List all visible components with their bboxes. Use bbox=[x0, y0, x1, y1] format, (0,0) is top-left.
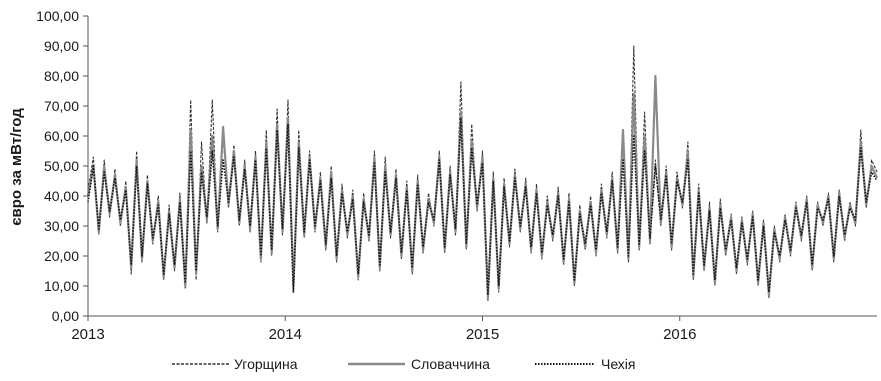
axes-layer bbox=[83, 15, 877, 321]
series-layer bbox=[86, 45, 879, 302]
y-tick-label: 40,00 bbox=[44, 188, 79, 204]
y-tick-label: 20,00 bbox=[44, 248, 79, 264]
y-tick-label: 100,00 bbox=[36, 8, 79, 24]
y-tick-label: 70,00 bbox=[44, 98, 79, 114]
x-tick-label: 2016 bbox=[663, 326, 696, 343]
y-tick-label: 60,00 bbox=[44, 128, 79, 144]
y-tick-label: 0,00 bbox=[52, 308, 79, 324]
x-tick-label: 2013 bbox=[71, 326, 104, 343]
series-line-2 bbox=[86, 74, 879, 300]
legend-label: Чехія bbox=[601, 356, 636, 372]
legend-label: Словаччина bbox=[411, 356, 490, 372]
legend-label: Угорщина bbox=[234, 356, 298, 372]
y-tick-label: 10,00 bbox=[44, 278, 79, 294]
x-tick-labels: 2013 2014 2015 2016 bbox=[71, 326, 696, 343]
legend-item-1: Угорщина bbox=[172, 356, 298, 372]
y-tick-labels: 0,00 10,00 20,00 30,00 40,00 50,00 60,00 70,00 8… bbox=[36, 8, 79, 324]
y-tick-label: 80,00 bbox=[44, 68, 79, 84]
x-tick-label: 2014 bbox=[269, 326, 302, 343]
y-axis-label: євро за мВт/год bbox=[8, 108, 25, 226]
legend-item-2: Словаччина bbox=[348, 356, 490, 372]
x-tick-label: 2015 bbox=[466, 326, 499, 343]
legend: Угорщина Словаччина Чехія bbox=[172, 356, 636, 372]
legend-item-3: Чехія bbox=[535, 356, 636, 372]
y-tick-label: 30,00 bbox=[44, 218, 79, 234]
y-tick-label: 90,00 bbox=[44, 38, 79, 54]
y-tick-label: 50,00 bbox=[44, 158, 79, 174]
series-line-3 bbox=[87, 117, 878, 296]
